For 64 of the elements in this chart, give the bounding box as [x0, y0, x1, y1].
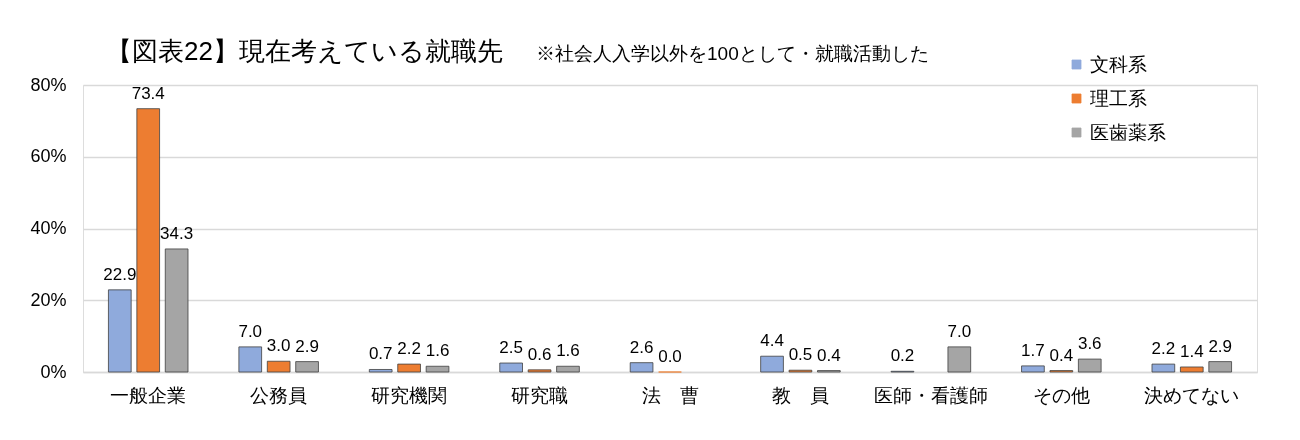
data-label: 0.4: [817, 345, 841, 365]
bar: [266, 360, 291, 373]
data-label: 2.2: [1151, 339, 1176, 359]
bar: [629, 362, 654, 373]
data-label: 0.2: [890, 346, 915, 366]
chart-title: 【図表22】現在考えている就職先: [106, 36, 503, 66]
bar: [397, 363, 421, 373]
data-label: 1.6: [556, 341, 580, 361]
legend-label: 理工系: [1090, 87, 1147, 109]
data-label: 2.6: [629, 337, 654, 357]
legend-label: 医歯薬系: [1090, 121, 1166, 143]
bar: [136, 108, 160, 373]
bar: [499, 362, 523, 373]
x-tick-label: 教 員: [771, 384, 829, 406]
data-label: 2.9: [1208, 336, 1233, 356]
bar: [1151, 363, 1176, 373]
data-label: 1.7: [1021, 340, 1045, 360]
bar: [108, 289, 132, 373]
data-label: 0.7: [368, 344, 393, 364]
chart-subtitle: ※社会人入学以外を100として・就職活動した: [536, 43, 929, 64]
bar: [1208, 361, 1232, 373]
x-tick-label: 研究機関: [371, 384, 448, 406]
y-tick-label: 40%: [30, 218, 67, 238]
data-label: 3.6: [1077, 334, 1102, 354]
data-label: 0.6: [527, 344, 552, 364]
bar: [1021, 365, 1045, 373]
bar: [947, 346, 972, 373]
x-tick-label: 一般企業: [110, 384, 187, 406]
y-tick-label: 20%: [30, 289, 67, 310]
data-label: 34.3: [160, 223, 194, 243]
data-label: 2.5: [499, 338, 523, 358]
y-tick-label: 60%: [30, 146, 67, 167]
bar: [760, 355, 784, 373]
bar: [425, 365, 450, 373]
data-label: 1.4: [1179, 341, 1204, 361]
bar: [368, 369, 393, 373]
x-tick-label: 研究職: [511, 384, 569, 406]
y-tick-label: 80%: [30, 74, 67, 95]
bar: [295, 361, 319, 373]
data-label: 22.9: [103, 264, 137, 284]
x-tick-label: 公務員: [250, 384, 308, 406]
data-label: 2.9: [295, 336, 319, 356]
x-tick-label: 決めてない: [1144, 384, 1240, 406]
data-label: 0.0: [658, 347, 682, 366]
bar: [1077, 358, 1102, 373]
data-label: 1.6: [425, 341, 450, 361]
legend-label: 文科系: [1090, 53, 1147, 75]
bar: [556, 365, 580, 373]
x-tick-label: その他: [1032, 384, 1090, 406]
data-label: 4.4: [760, 331, 784, 351]
x-tick-label: 医師・看護師: [873, 384, 988, 406]
y-tick-label: 0%: [40, 361, 67, 382]
bar: [238, 346, 263, 373]
bar: [164, 248, 189, 373]
data-label: 0.5: [788, 345, 813, 365]
bar: [1180, 366, 1204, 373]
data-label: 7.0: [947, 321, 972, 341]
data-label: 3.0: [266, 336, 291, 356]
data-label: 2.2: [397, 339, 421, 359]
data-label: 0.4: [1049, 345, 1074, 365]
data-label: 7.0: [238, 321, 263, 341]
data-label: 73.4: [131, 83, 165, 103]
bar: [527, 369, 552, 373]
x-tick-label: 法 曹: [641, 384, 699, 406]
